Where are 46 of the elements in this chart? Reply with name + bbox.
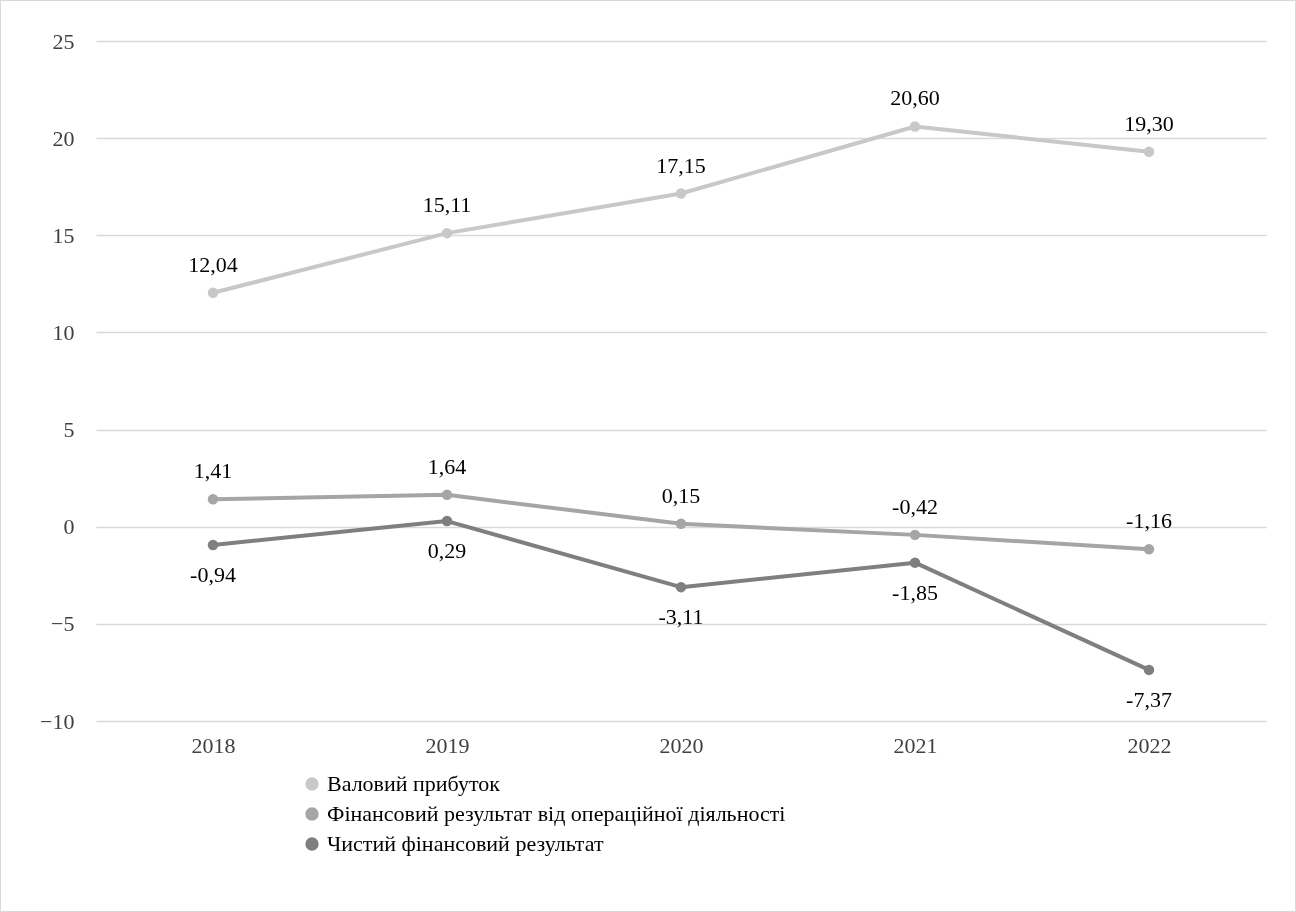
point (675, 518, 687, 530)
point (1143, 146, 1155, 157)
data-label: 1,41 (193, 458, 233, 484)
point (441, 515, 453, 527)
point (441, 227, 453, 239)
data-label: 12,04 (188, 251, 238, 277)
point (207, 539, 219, 551)
point (909, 121, 921, 132)
data-label: -7,37 (1126, 686, 1172, 712)
x-tick-label: 2018 (191, 732, 236, 758)
data-label: -0,94 (190, 561, 236, 587)
data-label: 0,15 (661, 482, 701, 508)
data-label: -1,16 (1126, 508, 1172, 534)
data-label: -0,42 (892, 493, 938, 519)
point (207, 494, 219, 505)
point (1143, 664, 1155, 676)
data-label: 20,60 (890, 85, 940, 111)
y-tick-label: 5 (63, 417, 75, 443)
data-label: 17,15 (656, 152, 706, 178)
data-label: -1,85 (892, 579, 938, 605)
point (909, 529, 921, 541)
y-tick-label: 20 (52, 125, 75, 151)
x-tick-label: 2019 (425, 732, 470, 758)
y-tick-label: −10 (40, 708, 75, 734)
y-tick-label: 10 (52, 319, 75, 345)
legend-label: Фінансовий результат від операційної діяльності (327, 801, 786, 826)
point (675, 188, 687, 199)
point (675, 581, 687, 593)
point (441, 489, 453, 501)
data-label: 19,30 (1124, 110, 1174, 136)
legend-label: Валовий прибуток (327, 771, 501, 796)
y-tick-label: 25 (52, 28, 75, 54)
legend-label: Чистий фінансовий результат (327, 831, 604, 856)
point (207, 287, 219, 299)
data-label: 0,29 (427, 538, 467, 564)
x-tick-label: 2020 (659, 732, 704, 758)
y-tick-label: −5 (51, 611, 75, 637)
data-label: 1,64 (427, 453, 467, 479)
y-tick-label: 15 (52, 222, 75, 248)
x-tick-label: 2022 (1127, 732, 1172, 758)
data-label: 15,11 (422, 192, 472, 218)
point (909, 557, 921, 568)
point (1143, 544, 1155, 555)
data-label: -3,11 (658, 604, 704, 630)
y-tick-label: 0 (63, 514, 75, 540)
x-tick-label: 2021 (893, 732, 938, 758)
